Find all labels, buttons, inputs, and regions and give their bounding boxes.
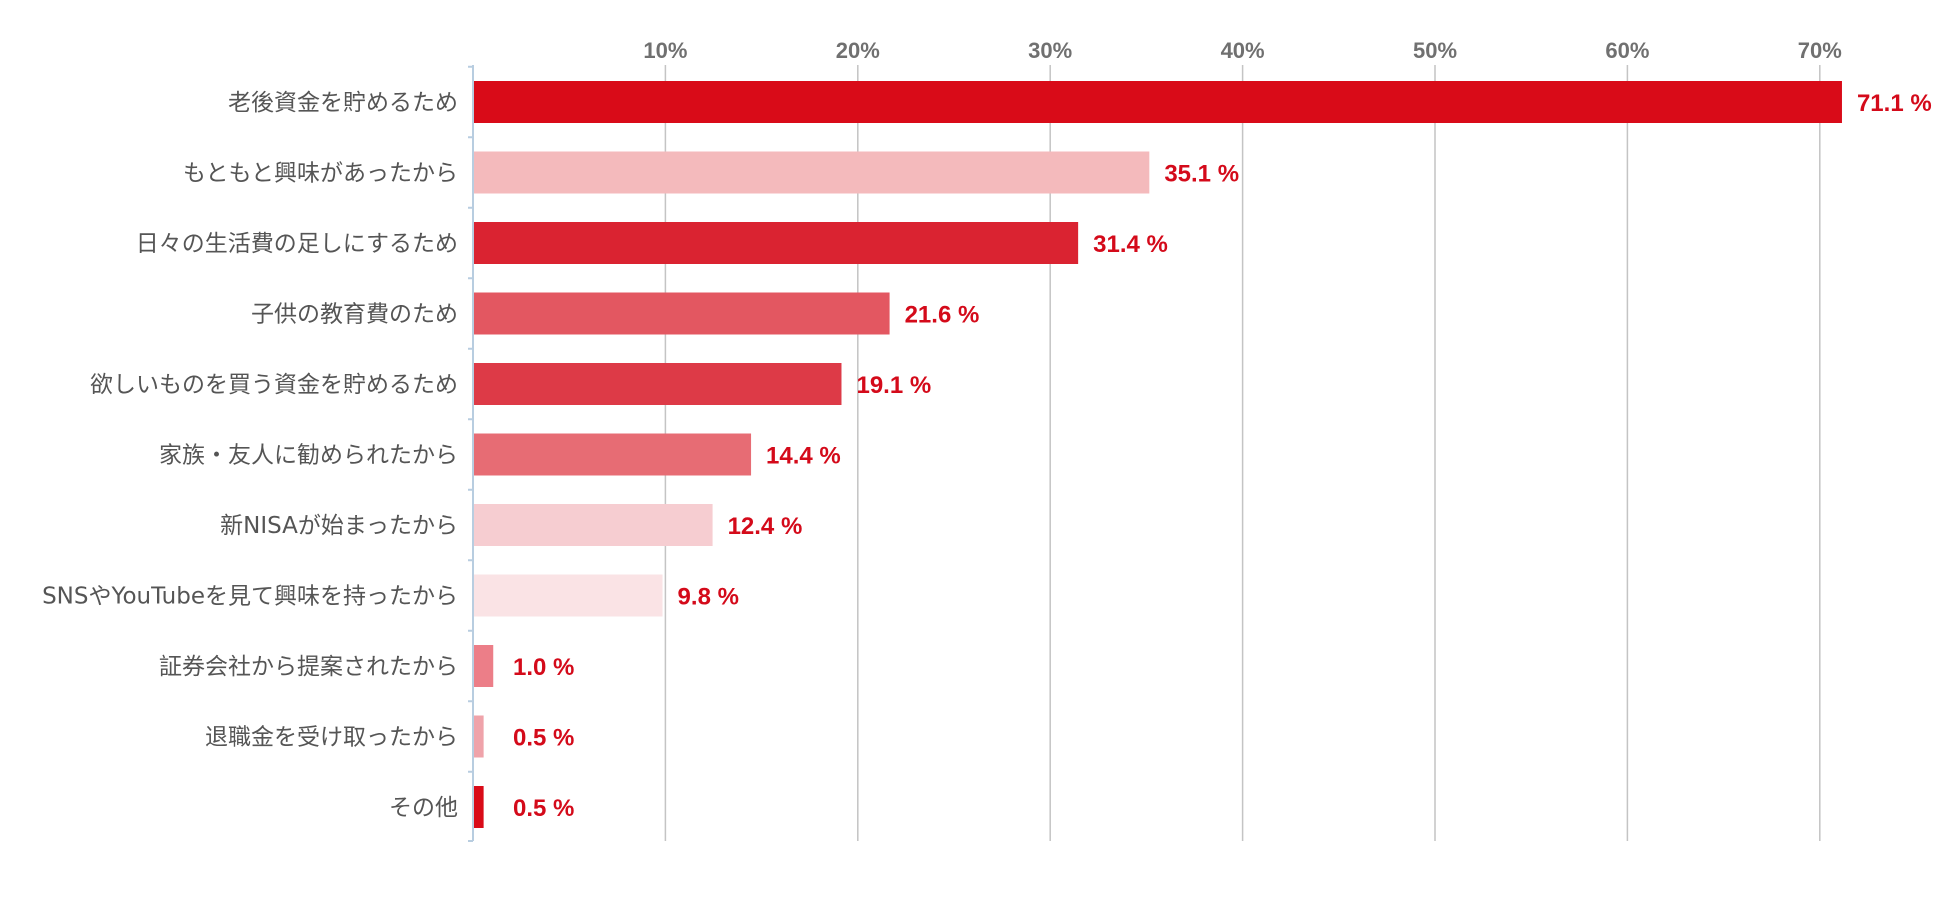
- bar: [474, 433, 752, 476]
- category-label: 子供の教育費のため: [251, 302, 458, 328]
- value-label: 31.4 %: [1093, 231, 1168, 258]
- value-label: 0.5 %: [513, 725, 574, 752]
- x-tick-label: 10%: [643, 38, 687, 63]
- category-labels: 老後資金を貯めるためもともと興味があったから日々の生活費の足しにするため子供の教…: [42, 90, 458, 821]
- bar: [474, 363, 842, 405]
- category-label: 欲しいものを買う資金を貯めるため: [90, 372, 458, 398]
- category-label: 新NISAが始まったから: [220, 513, 458, 539]
- bar: [474, 574, 663, 617]
- y-axis: [468, 65, 474, 842]
- value-label: 1.0 %: [513, 654, 574, 681]
- category-label: 日々の生活費の足しにするため: [136, 231, 458, 257]
- x-tick-label: 40%: [1221, 38, 1265, 63]
- category-label: もともと興味があったから: [183, 161, 458, 187]
- value-label: 71.1 %: [1857, 90, 1932, 117]
- x-tick-label: 30%: [1028, 38, 1072, 63]
- value-label: 9.8 %: [678, 584, 739, 611]
- category-label: 老後資金を貯めるため: [228, 90, 458, 116]
- bar: [474, 81, 1842, 123]
- x-tick-label: 70%: [1798, 38, 1842, 63]
- category-label: 証券会社から提案されたから: [159, 654, 458, 680]
- value-label: 12.4 %: [728, 513, 803, 540]
- bars: [474, 81, 1842, 828]
- value-label: 14.4 %: [766, 443, 841, 470]
- category-label: 家族・友人に勧められたから: [159, 443, 458, 469]
- value-label: 35.1 %: [1164, 161, 1239, 188]
- gridlines: [664, 65, 1821, 841]
- bar: [474, 715, 484, 758]
- value-label: 21.6 %: [905, 302, 980, 329]
- bar: [474, 222, 1079, 264]
- bar: [474, 151, 1150, 194]
- category-label: SNSやYouTubeを見て興味を持ったから: [42, 584, 458, 610]
- bar: [474, 292, 890, 335]
- x-tick-label: 60%: [1605, 38, 1649, 63]
- x-tick-label: 20%: [836, 38, 880, 63]
- value-labels: 71.1 % 35.1 % 31.4 % 21.6 % 19.1 % 14.4 % 12.4…: [513, 90, 1932, 822]
- value-label: 19.1 %: [856, 372, 931, 399]
- bar: [474, 504, 713, 546]
- x-tick-labels: 10% 20% 30% 40% 50% 60% 70%: [643, 38, 1841, 63]
- bar: [474, 645, 494, 687]
- value-label: 0.5 %: [513, 795, 574, 822]
- category-label: 退職金を受け取ったから: [205, 725, 458, 751]
- category-label: その他: [389, 795, 458, 821]
- x-tick-label: 50%: [1413, 38, 1457, 63]
- bar: [474, 786, 484, 828]
